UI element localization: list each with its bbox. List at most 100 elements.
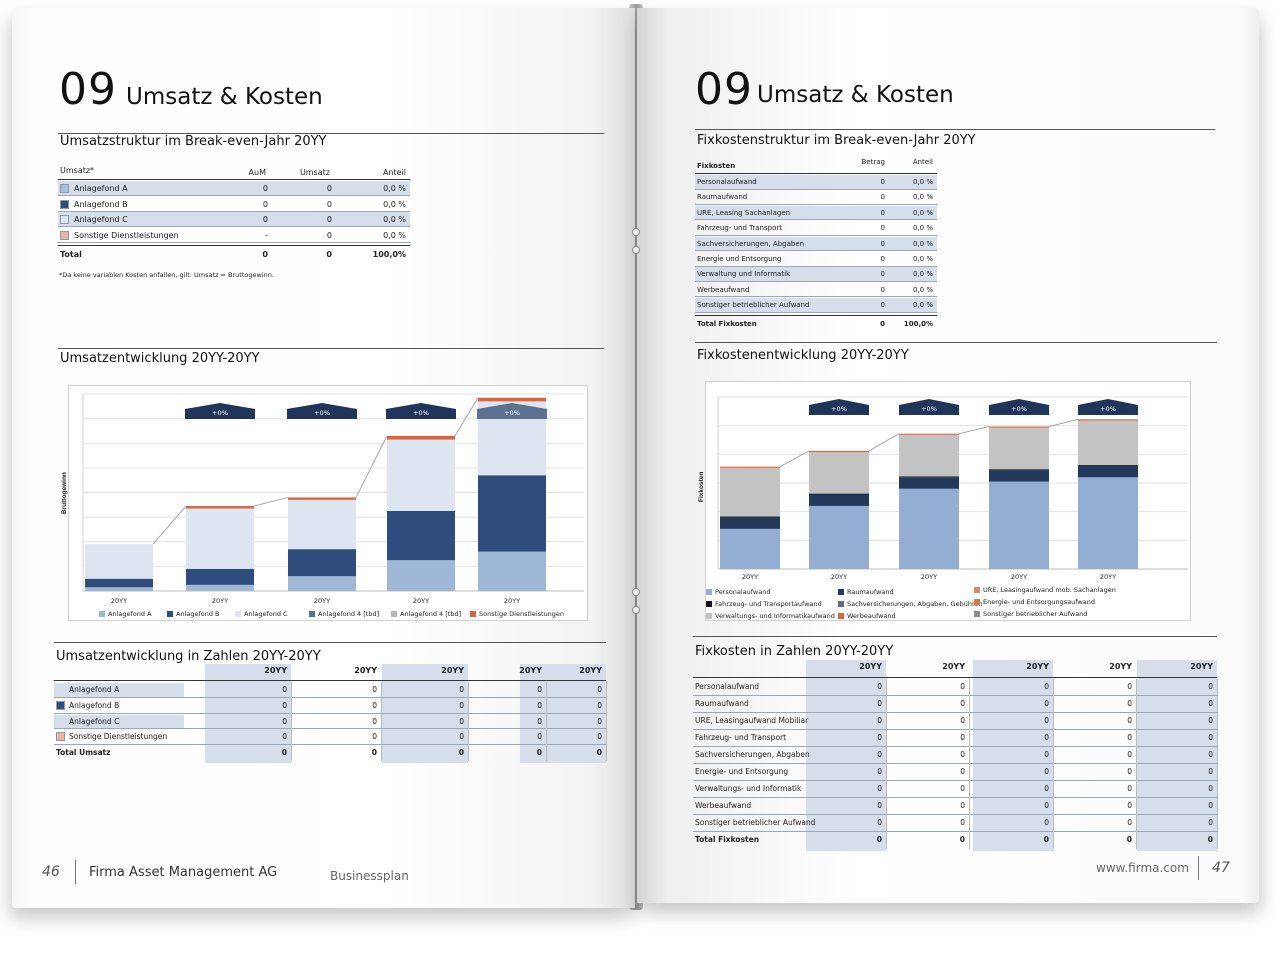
bar-segment — [720, 467, 780, 517]
chapter-title: Umsatz & Kosten — [757, 82, 954, 108]
bar-segment — [1078, 464, 1138, 466]
connector-line — [355, 435, 388, 498]
x-tick-label: 20YY — [212, 597, 228, 605]
aum-value: 0 — [262, 184, 268, 193]
legend-swatch — [974, 611, 980, 617]
cell-value: 0 — [1208, 716, 1213, 725]
row-band — [54, 714, 184, 729]
bar-segment — [989, 427, 1049, 470]
legend-swatch — [470, 611, 476, 617]
x-tick-label: 20YY — [921, 573, 937, 581]
table-row: Sachversicherungen, Abgaben 0 0,0 % — [695, 236, 937, 252]
col-header: Umsatz — [299, 168, 330, 177]
row-rule — [693, 712, 1217, 713]
cell-value: 0 — [1127, 750, 1132, 759]
section-rule — [58, 348, 604, 349]
cell-value: 0 — [960, 801, 965, 810]
bar-segment — [989, 470, 1049, 482]
growth-badge: +0% — [899, 399, 959, 415]
legend-label: Raumaufwand — [847, 588, 894, 596]
badge-shape — [386, 403, 456, 419]
badge-shape — [809, 399, 869, 415]
total-anteil: 100,0% — [372, 250, 406, 259]
row-band — [695, 298, 937, 312]
cell-value: 0 — [960, 699, 965, 708]
bar-segment — [85, 544, 153, 579]
row-rule — [693, 814, 1217, 815]
row-label: Sachversicherungen, Abgaben — [695, 750, 810, 759]
x-tick-label: 20YY — [413, 597, 429, 605]
bar-segment — [186, 584, 254, 591]
aum-value: 0 — [262, 215, 268, 224]
badge-shape — [477, 403, 547, 419]
connector-line — [868, 433, 900, 452]
section-rule — [58, 133, 604, 134]
x-tick-label: 20YY — [111, 597, 127, 605]
section-rule — [695, 342, 1217, 343]
total-value: 0 — [1207, 835, 1213, 844]
bar-segment — [85, 587, 153, 591]
cell-value: 0 — [1127, 801, 1132, 810]
bar-segment — [478, 551, 546, 591]
legend-swatch — [706, 601, 712, 607]
cell-value: 0 — [597, 732, 602, 742]
row-rule — [693, 763, 1217, 764]
row-band — [695, 205, 937, 220]
cell-value: 0 — [877, 801, 882, 810]
total-betrag: 0 — [880, 319, 885, 328]
legend-item: Werbeaufwand — [838, 612, 896, 620]
legend-swatch — [391, 611, 397, 617]
anteil-value: 0,0 % — [912, 270, 933, 279]
bar-segment — [85, 578, 153, 588]
betrag-value: 0 — [880, 285, 885, 294]
connector-line — [958, 426, 990, 435]
cell-value: 0 — [537, 685, 542, 694]
cell-value: 0 — [1208, 682, 1213, 691]
row-label: Anlagefond C — [69, 716, 120, 726]
cell-value: 0 — [1044, 801, 1049, 810]
column-divider — [886, 679, 887, 849]
footnote: *Da keine variablen Kosten anfallen, gil… — [59, 271, 274, 279]
anteil-value: 0,0 % — [912, 239, 933, 248]
anteil-value: 0,0 % — [912, 208, 933, 217]
row-label: Werbeaufwand — [695, 801, 752, 810]
cell-value: 0 — [1208, 767, 1213, 776]
row-label: Anlagefond A — [69, 685, 120, 694]
badge-label: +0% — [921, 405, 937, 413]
cell-value: 0 — [459, 685, 464, 694]
cell-value: 0 — [1044, 716, 1049, 725]
betrag-value: 0 — [880, 239, 885, 248]
cell-value: 0 — [1208, 801, 1213, 810]
badge-label: +0% — [1011, 405, 1027, 413]
col-header: AuM — [248, 168, 266, 177]
legend-swatch — [838, 613, 844, 619]
umsatz-value: 0 — [326, 230, 332, 240]
bar-segment — [1078, 419, 1138, 421]
legend-item: Personalaufwand — [706, 588, 770, 596]
badge-shape — [989, 399, 1049, 415]
table-row: Sonstige Dienstleistungen - 0 0,0 % — [58, 228, 410, 243]
row-rule — [54, 728, 606, 730]
badge-shape — [1078, 399, 1138, 415]
anteil-value: 0,0 % — [912, 285, 933, 294]
total-value: 0 — [371, 748, 377, 758]
growth-badge: +0% — [1078, 399, 1138, 415]
bar-segment — [899, 488, 959, 569]
cell-value: 0 — [1208, 750, 1213, 759]
badge-shape — [185, 403, 255, 419]
cell-value: 0 — [282, 716, 287, 726]
total-label: Total Umsatz — [56, 748, 111, 758]
row-label: Verwaltung und Informatik — [697, 270, 791, 279]
revenue-numbers-table: 20YY 20YY 20YY 20YY 20YY Anlagefond A 0 0 0 0 0 Anl… — [54, 664, 607, 774]
legend-label: Werbeaufwand — [847, 612, 896, 620]
year-header: 20YY — [354, 666, 377, 675]
table-row: Sonstiger betrieblicher Aufwand 0 0,0 % — [695, 298, 937, 313]
growth-badge: +0% — [287, 403, 357, 419]
betrag-value: 0 — [880, 270, 885, 279]
anteil-value: 0,0 % — [383, 215, 406, 224]
column-divider — [1217, 679, 1218, 849]
x-tick-label: 20YY — [831, 573, 847, 581]
year-header: 20YY — [1026, 662, 1049, 671]
cell-value: 0 — [372, 732, 377, 742]
